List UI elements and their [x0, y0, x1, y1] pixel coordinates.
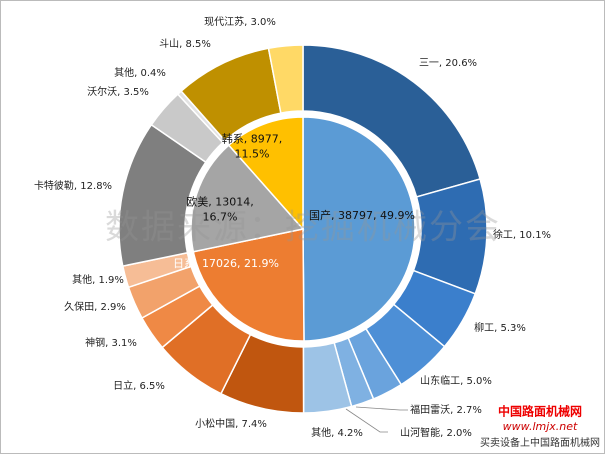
- watermark: 数据来源：挖掘机械分会: [105, 208, 501, 248]
- inner-segment: [227, 116, 304, 231]
- outer-label: 其他, 0.4%: [114, 66, 166, 79]
- outer-segment: [267, 44, 304, 114]
- outer-label: 久保田, 2.9%: [64, 300, 126, 313]
- inner-segment: [190, 144, 305, 253]
- logo-slogan: 买卖设备上中国路面机械网: [480, 436, 600, 449]
- outer-label: 现代江苏, 3.0%: [204, 15, 276, 28]
- inner-label: 日系, 17026, 21.9%: [173, 257, 279, 270]
- outer-segment: [302, 44, 482, 198]
- inner-segment: [302, 116, 416, 342]
- leader-line: [345, 408, 388, 433]
- outer-label: 沃尔沃, 3.5%: [87, 85, 149, 98]
- outer-label: 徐工, 10.1%: [493, 228, 551, 241]
- outer-label: 山东临工, 5.0%: [420, 374, 492, 387]
- inner-label: 欧美, 13014,: [186, 196, 253, 209]
- outer-label: 山河智能, 2.0%: [400, 426, 472, 439]
- outer-label: 日立, 6.5%: [113, 379, 165, 392]
- leader-line: [355, 406, 408, 411]
- inner-segment: [192, 228, 305, 342]
- logo-url: www.lmjx.net: [503, 420, 578, 433]
- inner-label: 11.5%: [235, 148, 270, 161]
- logo-name: 中国路面机械网: [498, 404, 582, 419]
- outer-label: 神钢, 3.1%: [85, 336, 137, 349]
- outer-label: 柳工, 5.3%: [474, 321, 526, 334]
- inner-label: 16.7%: [203, 211, 238, 224]
- inner-label: 韩系, 8977,: [222, 132, 282, 146]
- outer-label: 福田雷沃, 2.7%: [410, 403, 482, 416]
- outer-label: 其他, 4.2%: [311, 426, 363, 439]
- outer-label: 斗山, 8.5%: [159, 38, 211, 50]
- outer-label: 卡特彼勒, 12.8%: [34, 179, 112, 192]
- inner-label: 国产, 38797, 49.9%: [309, 208, 415, 222]
- outer-label: 三一, 20.6%: [419, 58, 477, 69]
- outer-label: 小松中国, 7.4%: [195, 417, 267, 430]
- outer-label: 其他, 1.9%: [72, 273, 124, 286]
